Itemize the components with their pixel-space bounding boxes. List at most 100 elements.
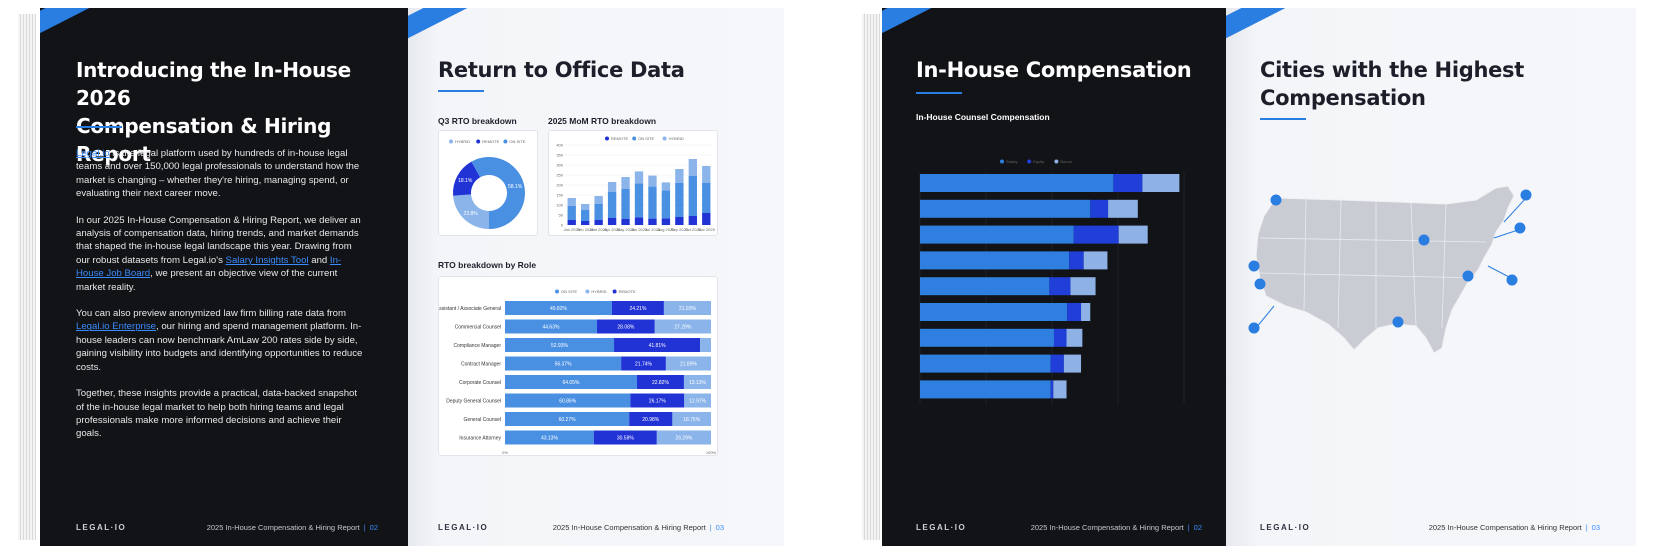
bar-segment: [1053, 328, 1067, 347]
bar-segment: [607, 192, 617, 218]
page-edges-left: [18, 14, 36, 540]
bar-segment: [920, 303, 1068, 321]
salary-insights-link[interactable]: Salary Insights Tool: [225, 254, 309, 266]
bar-segment: [1070, 277, 1096, 296]
compensation-page: In-House Compensation In-House Counsel C…: [882, 8, 1226, 546]
paragraph-1-text: is the legal platform used by hundreds o…: [76, 148, 360, 200]
x-tick-label: Sep 2025: [671, 227, 689, 232]
bar-segment: [1073, 225, 1119, 244]
enterprise-link[interactable]: Legal.io Enterprise: [76, 321, 156, 333]
job-board-link[interactable]: In-House Job Board: [76, 254, 342, 280]
city-markers: [1248, 189, 1532, 334]
legend-dot: [662, 136, 667, 141]
page-number: 02: [364, 523, 378, 532]
page-footer: 2025 In-House Compensation & Hiring Repo…: [553, 523, 724, 532]
bar-segment: [567, 198, 576, 206]
paragraph-4: Together, these insights provide a pract…: [76, 388, 358, 440]
bar-segment: [665, 356, 711, 371]
page-edges-left: [862, 14, 880, 540]
bar-segment: [607, 218, 617, 225]
bar-value-label: 60.27%: [559, 417, 577, 423]
page-title: Introducing the In-House 2026 Compensati…: [76, 56, 408, 168]
legend-label: ON SITE: [638, 136, 654, 141]
accent-stripe: [1226, 8, 1403, 44]
map-pin-icon: [1514, 222, 1526, 234]
page-title: In-House Compensation: [916, 58, 1192, 82]
legend-label: REMOTE: [611, 136, 628, 141]
bar-segment: [593, 430, 657, 445]
page-number: 02: [1188, 523, 1202, 532]
bar-segment: [636, 375, 684, 389]
map-pin-icon: [1462, 270, 1474, 282]
legend-label: HYBRID: [591, 289, 606, 294]
title-rule: [438, 90, 484, 92]
bar-segment: [702, 166, 711, 183]
legalio-link[interactable]: Legal.io: [76, 148, 110, 159]
bar-segment: [1142, 174, 1180, 192]
x-tick-label: 0%: [502, 450, 508, 455]
q3-donut-chart: HYBRID REMOTE ON SITE 23.8% 18.1% 58.1%: [438, 130, 538, 236]
map-pin-icon: [1392, 316, 1404, 328]
y-tick-label: 0: [561, 223, 564, 228]
bar-segment: [614, 338, 701, 352]
bar-segment: [663, 301, 711, 315]
bar-segment: [505, 412, 630, 426]
bar-segment: [581, 204, 590, 210]
bar-segment: [621, 177, 630, 189]
donut-slice-label: 18.1%: [458, 178, 473, 184]
bar-value-label: 21.93%: [679, 306, 697, 312]
q3-heading: Q3 RTO breakdown: [438, 116, 517, 126]
bar-segment: [648, 175, 657, 187]
bar-segment: [505, 301, 612, 315]
role-label: Insurance Attorney: [459, 436, 501, 442]
bar-segment: [920, 328, 1054, 347]
x-tick-label: Nov 2025: [698, 227, 716, 232]
x-tick-label: May 2025: [617, 227, 635, 232]
x-tick-label: Jul 2025: [645, 227, 661, 232]
cities-page: Cities with the Highest Compensation: [1226, 8, 1636, 546]
paragraph-3-text-b: , our hiring and spend management platfo…: [76, 321, 363, 373]
paragraph-3-text-a: You can also preview anonymized law firm…: [76, 308, 347, 320]
book-spread-2: In-House Compensation In-House Counsel C…: [862, 8, 1642, 546]
mom-svg: REMOTE ON SITE HYBRID 0 50 100 150 200 250 300 350…: [556, 136, 716, 232]
bar-segment: [920, 380, 1051, 399]
legend-dot: [585, 289, 590, 294]
map-pin-icon: [1270, 194, 1282, 206]
bar-segment: [656, 430, 711, 445]
page-title: Cities with the Highest Compensation: [1260, 56, 1524, 112]
bar-segment: [920, 199, 1091, 218]
bar-segment: [684, 393, 711, 408]
bar-segment: [688, 176, 697, 216]
bar-segment: [581, 210, 590, 221]
bar-segment: [1108, 199, 1138, 218]
bar-segment: [607, 182, 617, 192]
bar-segment: [629, 412, 673, 426]
bar-value-label: 21.74%: [635, 362, 653, 368]
legend-label: Salary: [1006, 159, 1017, 164]
us-map: [1248, 185, 1532, 354]
paragraph-1: Legal.io is the legal platform used by h…: [76, 147, 366, 201]
legend-dot: [555, 289, 559, 294]
donut-slice: [453, 161, 481, 196]
bar-value-label: 18.75%: [683, 417, 701, 423]
bar-segment: [621, 356, 666, 371]
legend-dot: [605, 136, 609, 141]
bar-segment: [683, 375, 711, 389]
bar-value-label: 56.37%: [555, 362, 573, 368]
bar-value-label: 64.05%: [562, 380, 580, 386]
chart-heading: In-House Counsel Compensation: [916, 112, 1050, 122]
bar-segment: [1063, 354, 1082, 373]
map-pin-icon: [1248, 260, 1260, 272]
accent-stripe: [408, 8, 585, 44]
logo: LEGAL·IO: [438, 523, 489, 532]
y-tick-label: 150: [556, 193, 563, 198]
bar-segment: [661, 182, 671, 191]
bar-segment: [634, 217, 644, 225]
us-map-shape: [1255, 185, 1515, 354]
role-label: Assistant / Associate General: [439, 306, 501, 312]
map-pin-icon: [1506, 274, 1518, 286]
bar-value-label: 21.89%: [680, 362, 698, 368]
bar-segment: [594, 204, 603, 220]
bar-value-label: 60.86%: [559, 399, 577, 405]
bar-segment: [688, 216, 697, 225]
